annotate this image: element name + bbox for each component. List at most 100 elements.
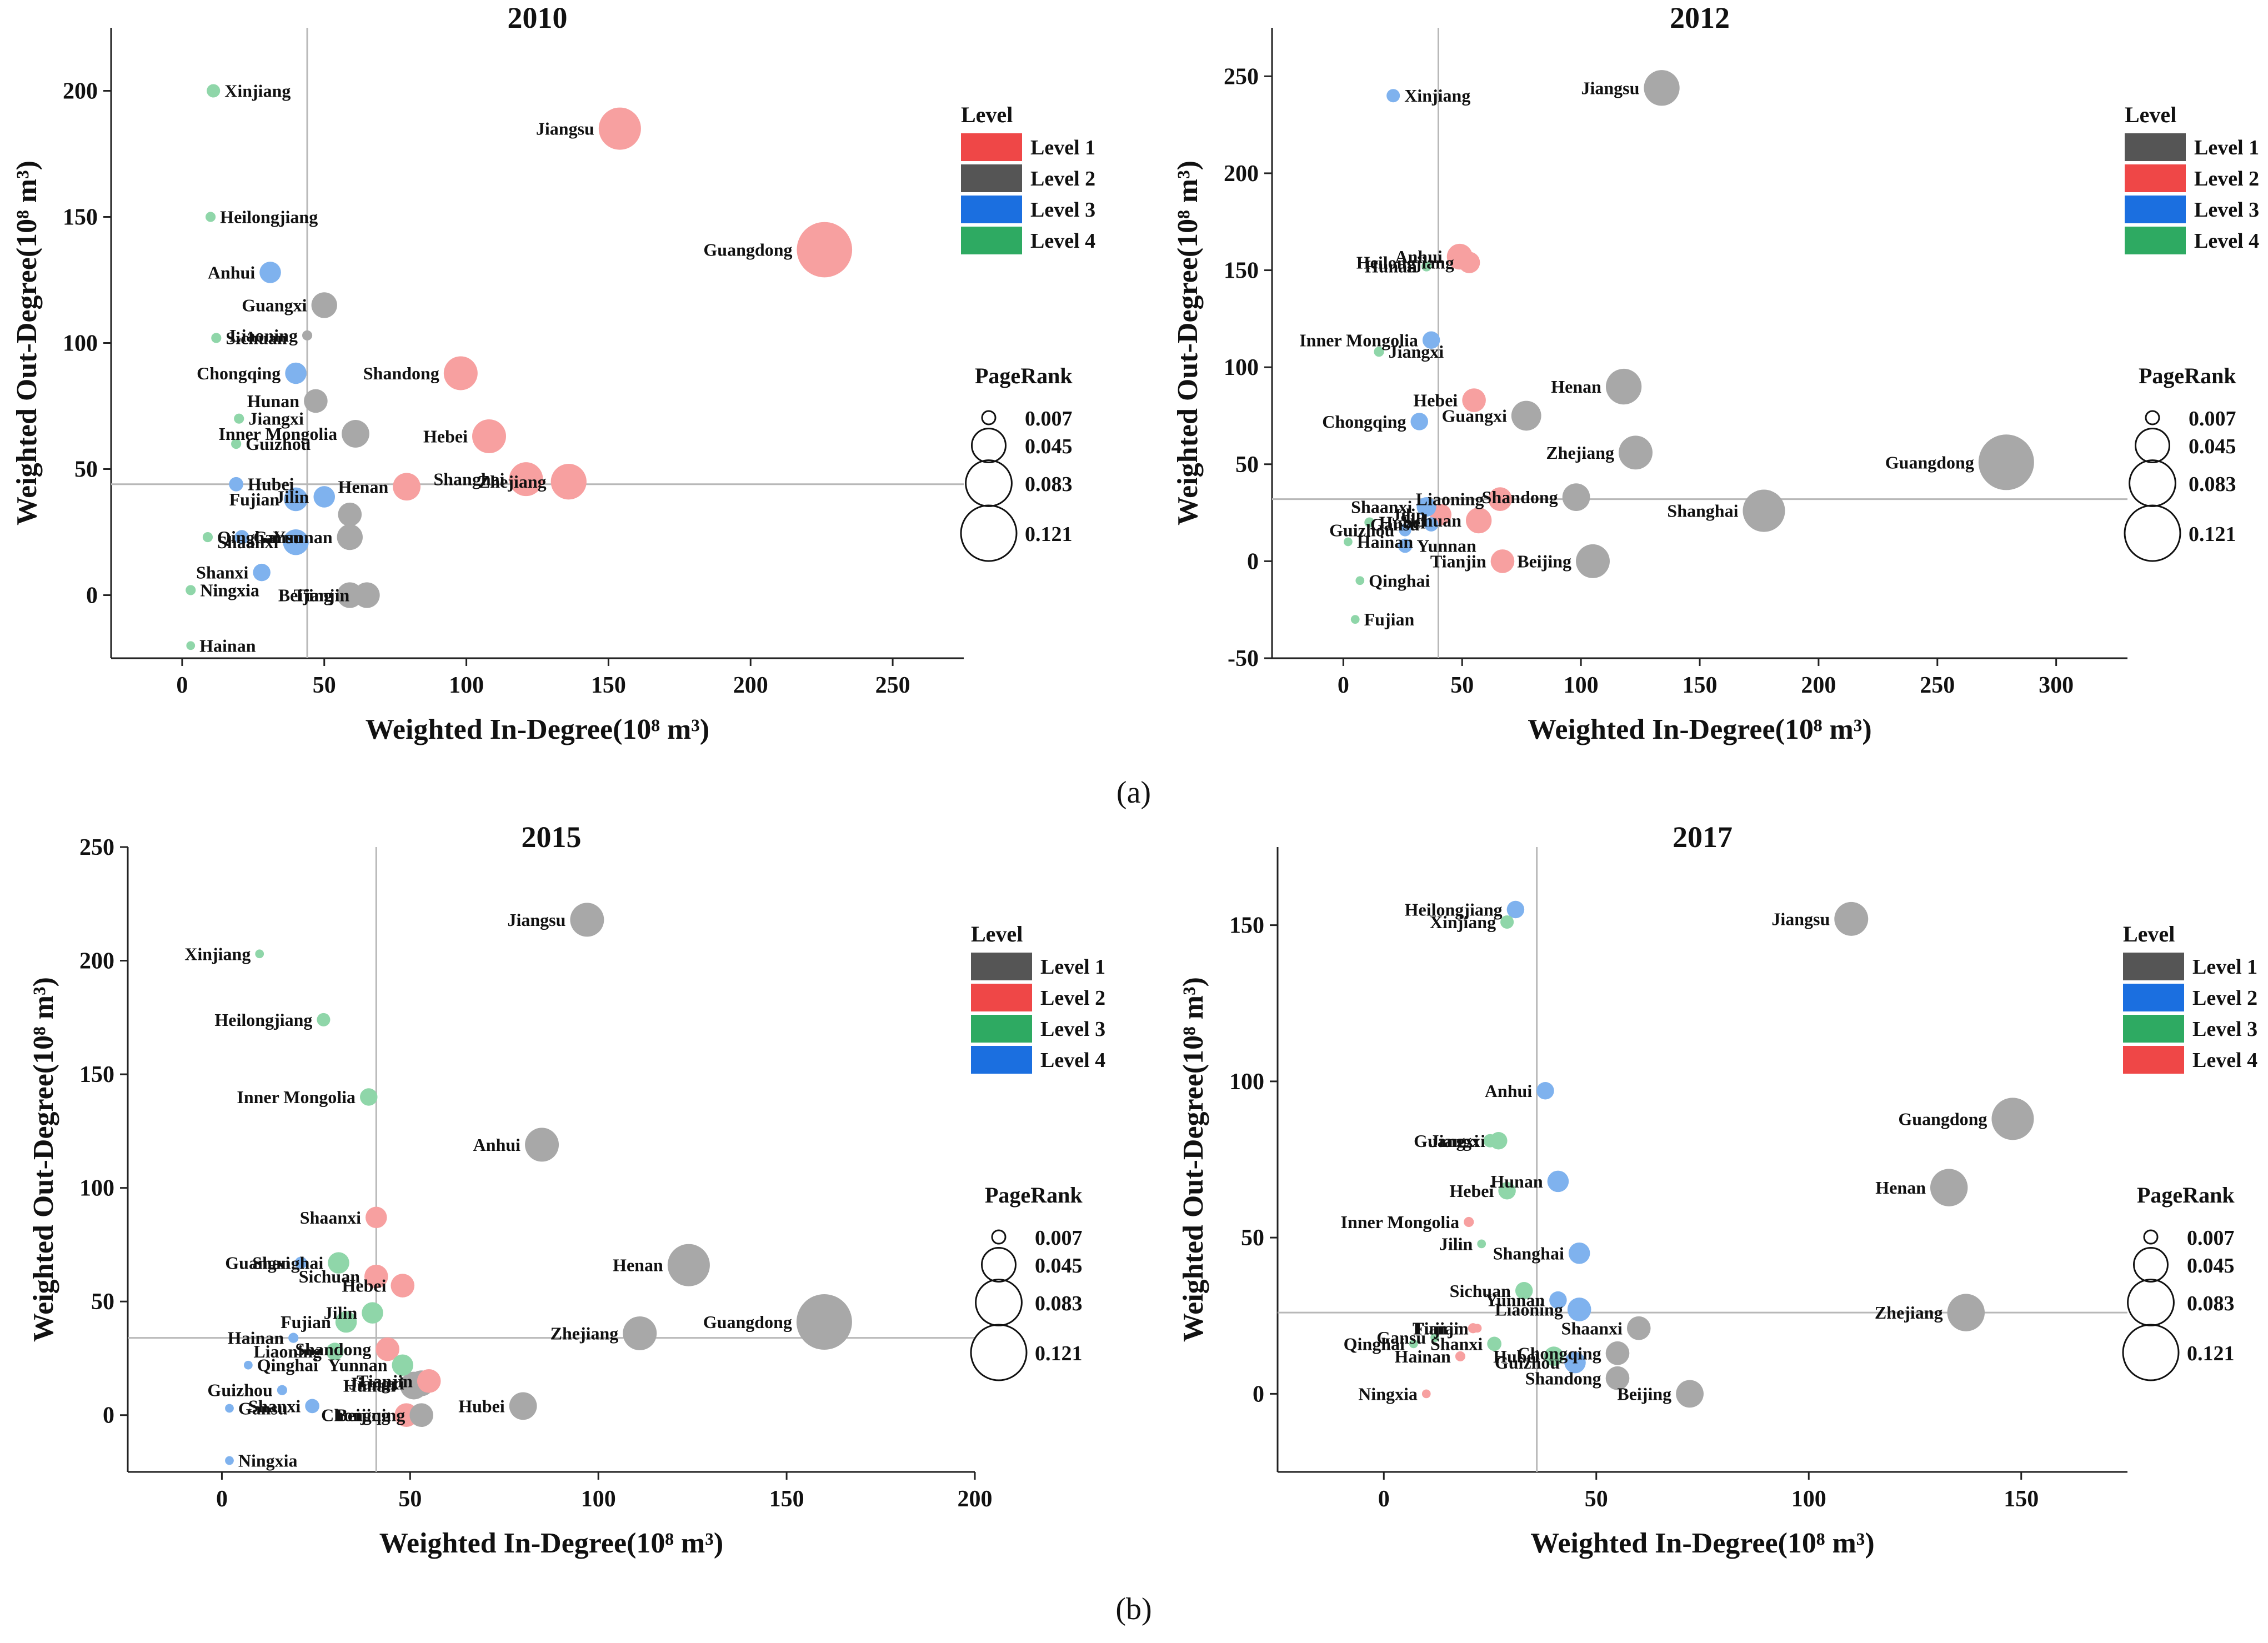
- y-axis-label: Weighted Out-Degree(10⁸ m³): [28, 977, 59, 1342]
- bubble-xinjiang: [207, 84, 221, 98]
- bubble-guizhou: [1564, 1351, 1586, 1374]
- point-label-jilin: Jilin: [276, 487, 309, 507]
- x-tick-label: 0: [176, 673, 188, 698]
- bubble-shandong: [1562, 483, 1590, 512]
- point-label-tianjin: Tianjin: [294, 585, 350, 605]
- size-legend-title: PageRank: [975, 363, 1073, 388]
- point-label-shanghai: Shanghai: [1493, 1243, 1564, 1263]
- x-tick-label: 200: [733, 673, 768, 698]
- size-legend-title: PageRank: [985, 1183, 1083, 1208]
- x-tick-label: 50: [1585, 1486, 1608, 1512]
- point-label-tianjin: Tianjin: [1430, 551, 1486, 571]
- bubble-guangdong: [796, 1294, 852, 1350]
- x-tick-label: 50: [313, 673, 336, 698]
- legend-swatch-level-1: [2125, 133, 2186, 161]
- legend-label-level-3: Level 3: [1040, 1018, 1105, 1041]
- legend-swatch-level-1: [961, 133, 1022, 161]
- caption-b: (b): [1115, 1592, 1151, 1626]
- bubble-hainan: [186, 641, 196, 650]
- point-label-guangxi: Guangxi: [242, 295, 307, 315]
- legend-label-level-2: Level 2: [1040, 986, 1105, 1010]
- point-label-jiangsu: Jiangsu: [1581, 78, 1639, 98]
- chart-title: 2010: [508, 1, 568, 34]
- legend-label-level-1: Level 1: [1040, 955, 1105, 979]
- point-label-liaoning: Liaoning: [1416, 489, 1484, 509]
- point-label-hubei: Hubei: [458, 1396, 505, 1416]
- bubble-hunan: [1421, 261, 1432, 272]
- bubble-chongqing: [285, 362, 307, 384]
- bubble-hubei: [1544, 1346, 1564, 1366]
- point-label-shaanxi: Shaanxi: [300, 1208, 361, 1228]
- bubble-tianjin: [417, 1369, 441, 1393]
- point-label-yunnan: Yunnan: [328, 1355, 388, 1375]
- bubble-qinghai: [244, 1360, 253, 1370]
- point-label-sichuan: Sichuan: [299, 1266, 360, 1286]
- point-label-sichuan: Sichuan: [1400, 510, 1461, 530]
- bubble-gansu: [234, 530, 249, 544]
- size-legend-value: 0.007: [1035, 1226, 1083, 1250]
- y-tick-label: 50: [1235, 452, 1259, 478]
- y-tick-label: 150: [79, 1062, 114, 1088]
- legend-swatch-level-3: [961, 196, 1022, 223]
- bubble-hainan: [288, 1333, 299, 1343]
- bubble-hebei: [1498, 1182, 1516, 1200]
- x-tick-label: 100: [1791, 1486, 1826, 1512]
- legend-label-level-4: Level 4: [2194, 229, 2259, 253]
- point-label-heilongjiang: Heilongjiang: [1405, 900, 1503, 920]
- bubble-tianjin: [1473, 1324, 1482, 1333]
- bubble-shaanxi: [283, 529, 309, 555]
- size-legend-circle: [2145, 410, 2160, 425]
- point-label-henan: Henan: [613, 1255, 663, 1275]
- point-label-qinghai: Qinghai: [1369, 570, 1430, 590]
- point-label-shandong: Shandong: [1482, 487, 1558, 507]
- legend-swatch-level-3: [2123, 1015, 2184, 1043]
- size-legend-value: 0.121: [2189, 523, 2236, 546]
- size-legend-value: 0.007: [1025, 407, 1073, 430]
- x-axis-label: Weighted In-Degree(10⁸ m³): [379, 1527, 723, 1559]
- bubble-fujian: [1350, 615, 1360, 624]
- legend-title: Level: [2123, 921, 2175, 946]
- size-legend-circle: [2127, 1279, 2175, 1326]
- bubble-heilongjiang: [317, 1013, 331, 1026]
- point-label-fujian: Fujian: [1413, 1318, 1464, 1338]
- point-label-hubei: Hubei: [1379, 513, 1425, 533]
- bubble-gansu: [1430, 1333, 1439, 1342]
- point-label-guizhou: Guizhou: [1495, 1353, 1560, 1372]
- bubble-guangdong: [1978, 434, 2034, 490]
- point-label-jiangxi: Jiangxi: [1430, 1131, 1485, 1151]
- size-legend-value: 0.007: [2187, 1226, 2235, 1250]
- bubble-guizhou: [1399, 524, 1411, 537]
- size-legend-circle: [991, 1229, 1007, 1245]
- bubble-henan: [393, 473, 421, 501]
- point-label-guangdong: Guangdong: [1885, 452, 1974, 472]
- point-label-shandong: Shandong: [1525, 1368, 1601, 1388]
- point-label-beijing: Beijing: [336, 1405, 390, 1425]
- bubble-shanghai: [328, 1252, 349, 1274]
- point-label-xinjiang: Xinjiang: [184, 944, 251, 964]
- y-tick-label: 100: [1229, 1069, 1264, 1095]
- x-tick-label: 250: [875, 673, 910, 698]
- size-legend-value: 0.121: [1035, 1342, 1083, 1365]
- point-label-liaoning: Liaoning: [1495, 1300, 1563, 1320]
- x-tick-label: 0: [216, 1486, 228, 1512]
- point-label-beijing: Beijing: [1517, 551, 1571, 571]
- bubble-qinghai: [202, 532, 213, 543]
- bubble-hubei: [1364, 517, 1375, 528]
- x-tick-label: 50: [1450, 673, 1474, 698]
- point-label-yunnan: Yunnan: [273, 527, 333, 547]
- chart-2012: 0 50 100 150 200 250 300 -50 0 50 100 150 200 250 2012…: [1172, 1, 2259, 745]
- legend-swatch-level-3: [971, 1015, 1032, 1043]
- y-axis-label: Weighted Out-Degree(10⁸ m³): [1178, 977, 1209, 1342]
- x-tick-label: 100: [449, 673, 484, 698]
- point-label-inner-mongolia: Inner Mongolia: [1341, 1212, 1460, 1232]
- x-tick-label: 250: [1920, 673, 1955, 698]
- point-label-guangxi: Guangxi: [225, 1253, 290, 1273]
- legend-swatch-level-4: [2125, 227, 2186, 254]
- size-legend-value: 0.045: [1025, 435, 1073, 458]
- bubble-henan: [1930, 1169, 1968, 1206]
- point-label-inner-mongolia: Inner Mongolia: [218, 424, 337, 444]
- bubble-jiangxi: [1374, 347, 1384, 357]
- point-label-jiangxi: Jiangxi: [248, 409, 304, 429]
- point-label-zhejiang: Zhejiang: [1546, 443, 1614, 463]
- point-label-yunnan: Yunnan: [1416, 535, 1476, 555]
